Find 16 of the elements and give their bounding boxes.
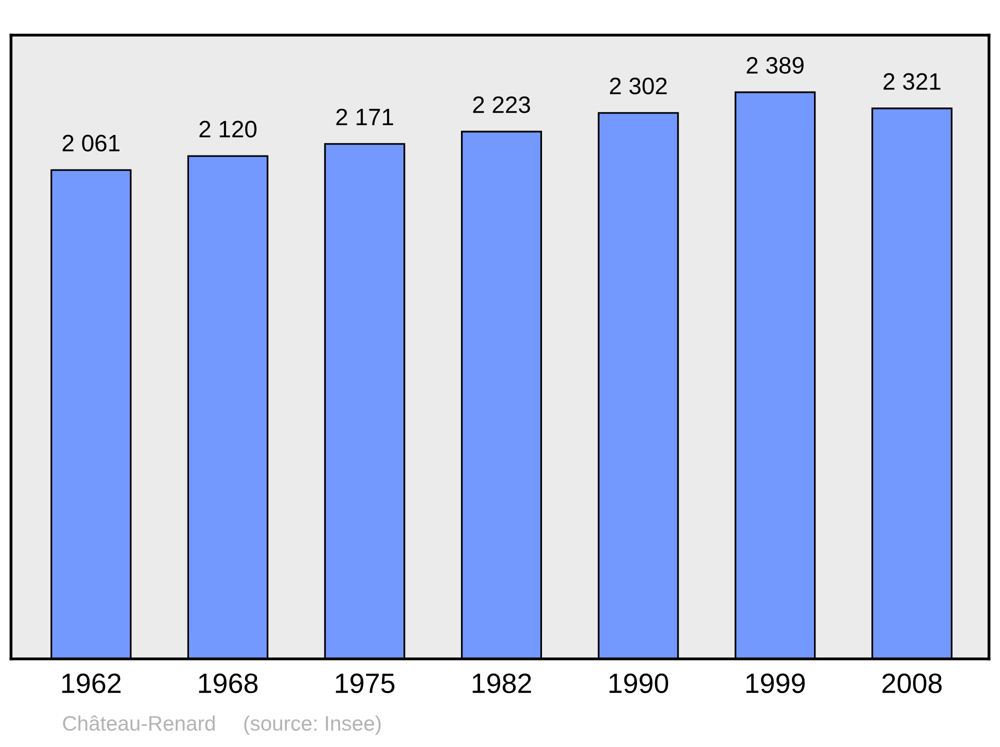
data-label: 2 120: [200, 120, 256, 138]
text: (source: Insee): [244, 715, 381, 735]
data-label: 2 171: [336, 108, 394, 126]
x-tick-label: 1982: [472, 673, 532, 694]
data-label: 2 321: [884, 73, 940, 90]
data-label: 2 302: [610, 78, 667, 94]
data-label: 2 061: [62, 134, 120, 152]
x-tick-label: 2008: [882, 673, 942, 694]
text: Château-Renard: [63, 715, 215, 731]
x-tick-label: 1968: [199, 673, 258, 694]
data-label: 2 223: [473, 96, 530, 114]
x-tick-label: 1962: [62, 673, 121, 694]
x-tick-label: 1975: [336, 673, 394, 694]
data-label: 2 389: [746, 56, 804, 74]
x-tick-label: 1990: [610, 673, 668, 694]
x-tick-label: 1999: [746, 673, 805, 694]
